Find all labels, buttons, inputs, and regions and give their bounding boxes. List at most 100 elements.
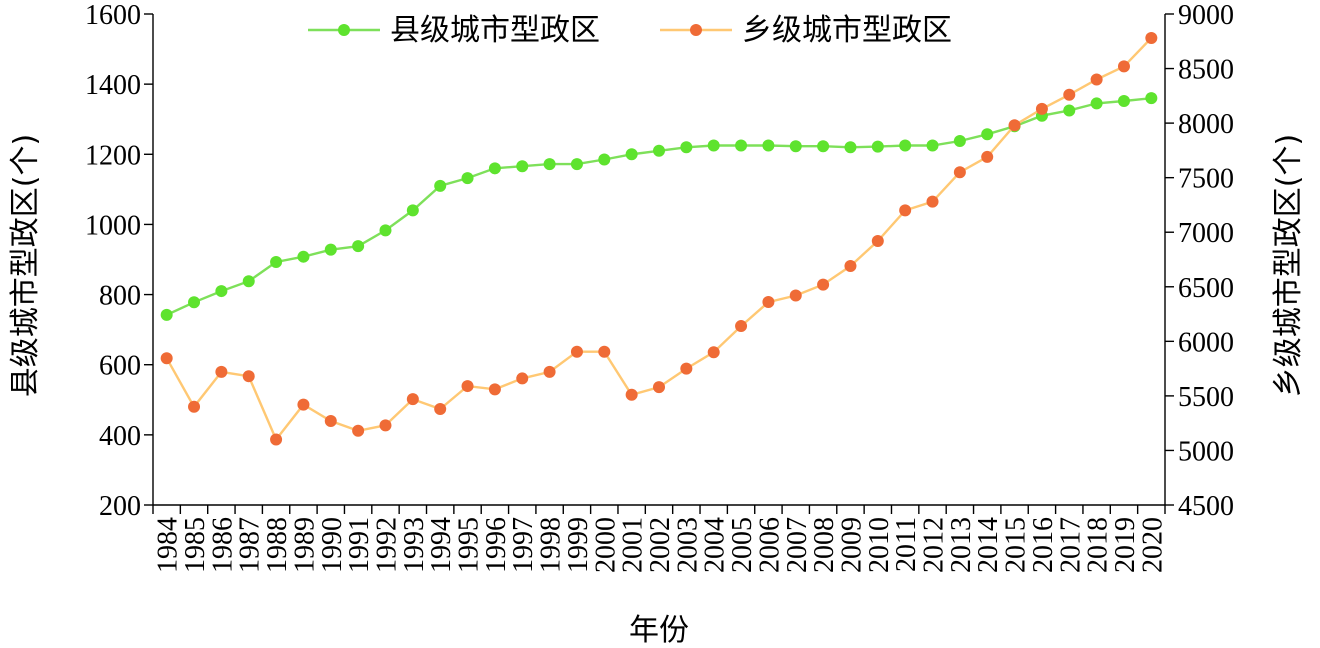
series-1-point: [1090, 97, 1103, 110]
series-2-point: [188, 400, 201, 413]
x-tick-label: 2005: [727, 517, 758, 573]
x-tick-label: 1997: [508, 517, 539, 573]
series-1-point: [1145, 92, 1158, 105]
series-1-point: [926, 139, 939, 152]
series-2-point: [981, 150, 994, 163]
series-1-point: [953, 134, 966, 147]
series-2-point: [270, 433, 283, 446]
left-tick-label: 1400: [85, 70, 141, 101]
right-tick-label: 9000: [1178, 0, 1234, 31]
series-1-point: [1063, 104, 1076, 117]
legend-label-1: 县级城市型政区: [390, 13, 600, 48]
series-1-point: [215, 285, 228, 298]
left-tick-label: 200: [99, 491, 141, 522]
right-tick-label: 7500: [1178, 164, 1234, 195]
x-tick-label: 2020: [1137, 517, 1168, 573]
series-1-point: [707, 139, 720, 152]
series-line-2: [165, 37, 1153, 442]
series-1-point: [789, 140, 802, 153]
series-1-point: [379, 224, 392, 237]
series-1-point: [434, 179, 447, 192]
series-1-point: [352, 240, 365, 253]
series-1-point: [324, 243, 337, 256]
series-1-point: [871, 140, 884, 153]
x-tick-label: 2006: [754, 517, 785, 573]
series-2-point: [1063, 88, 1076, 101]
series-2-point: [680, 362, 693, 375]
series-2-point: [653, 381, 665, 394]
legend-marker-2: [690, 24, 702, 36]
series-2-point: [789, 289, 802, 302]
x-tick-label: 1987: [235, 517, 266, 573]
left-tick-label: 600: [99, 351, 141, 382]
series-1-point: [1117, 94, 1130, 107]
series-2-point: [1090, 73, 1103, 86]
series-layer: [160, 32, 1158, 446]
x-tick-label: 1994: [426, 517, 457, 573]
left-tick-label: 1200: [85, 140, 141, 171]
series-1-point: [242, 275, 255, 288]
x-tick-label: 2011: [891, 517, 922, 572]
right-tick-label: 4500: [1178, 491, 1234, 522]
x-tick-label: 2017: [1055, 517, 1086, 573]
right-tick-label: 6500: [1178, 273, 1234, 304]
x-tick-label: 2016: [1028, 517, 1059, 573]
series-2-point: [953, 166, 966, 179]
series-2-point: [488, 383, 501, 396]
series-1-point: [653, 144, 665, 157]
series-2-point: [406, 393, 419, 406]
series-1-point: [762, 139, 775, 152]
x-tick-label: 1991: [344, 517, 375, 573]
series-2-point: [899, 204, 912, 217]
left-tick-label: 1600: [85, 0, 141, 31]
x-tick-label: 1989: [289, 517, 320, 573]
series-2-point: [1145, 32, 1158, 45]
x-tick-label: 2004: [700, 517, 731, 573]
series-2-point: [1117, 60, 1130, 73]
x-tick-label: 2018: [1083, 517, 1114, 573]
series-1-point: [406, 204, 419, 217]
series-2-point: [598, 345, 611, 358]
x-tick-label: 2010: [864, 517, 895, 573]
series-2-point: [570, 345, 583, 358]
x-tick-label: 1992: [371, 517, 402, 573]
left-tick-label: 800: [99, 281, 141, 312]
x-tick-label: 2009: [836, 517, 867, 573]
series-2-point: [1035, 102, 1048, 115]
series-1-point: [160, 308, 173, 321]
right-tick-label: 8000: [1178, 109, 1234, 140]
x-tick-label: 1988: [262, 517, 293, 573]
right-tick-label: 8500: [1178, 55, 1234, 86]
x-tick-label: 2003: [672, 517, 703, 573]
x-tick-label: 2002: [645, 517, 676, 573]
x-tick-label: 2008: [809, 517, 840, 573]
series-2-point: [707, 346, 720, 359]
series-1-point: [625, 148, 638, 161]
x-tick-label: 2001: [618, 517, 649, 573]
series-2-point: [242, 370, 255, 383]
x-tick-label: 1993: [399, 517, 430, 573]
legend-marker-1: [338, 24, 350, 36]
series-2-point: [844, 260, 857, 273]
x-tick-label: 1985: [180, 517, 211, 573]
series-1-point: [461, 172, 474, 185]
x-tick-label: 1984: [153, 517, 184, 573]
series-2-point: [817, 278, 830, 291]
x-tick-label: 2000: [590, 517, 621, 573]
x-tick-label: 2019: [1110, 517, 1141, 573]
series-2-point: [871, 234, 884, 247]
series-1-point: [981, 128, 994, 141]
series-1-point: [598, 153, 611, 166]
series-2-point: [379, 419, 392, 432]
series-2-point: [297, 398, 310, 411]
legend: 县级城市型政区 乡级城市型政区: [308, 13, 952, 48]
series-1-point: [188, 296, 201, 309]
series-2-point: [352, 424, 365, 437]
series-1-point: [488, 162, 501, 175]
series-2-point: [461, 380, 474, 393]
series-1-point: [297, 250, 310, 263]
series-2-point: [324, 414, 337, 427]
legend-label-2: 乡级城市型政区: [742, 13, 952, 48]
series-line-1: [166, 97, 1152, 316]
x-tick-label: 2015: [1001, 517, 1032, 573]
